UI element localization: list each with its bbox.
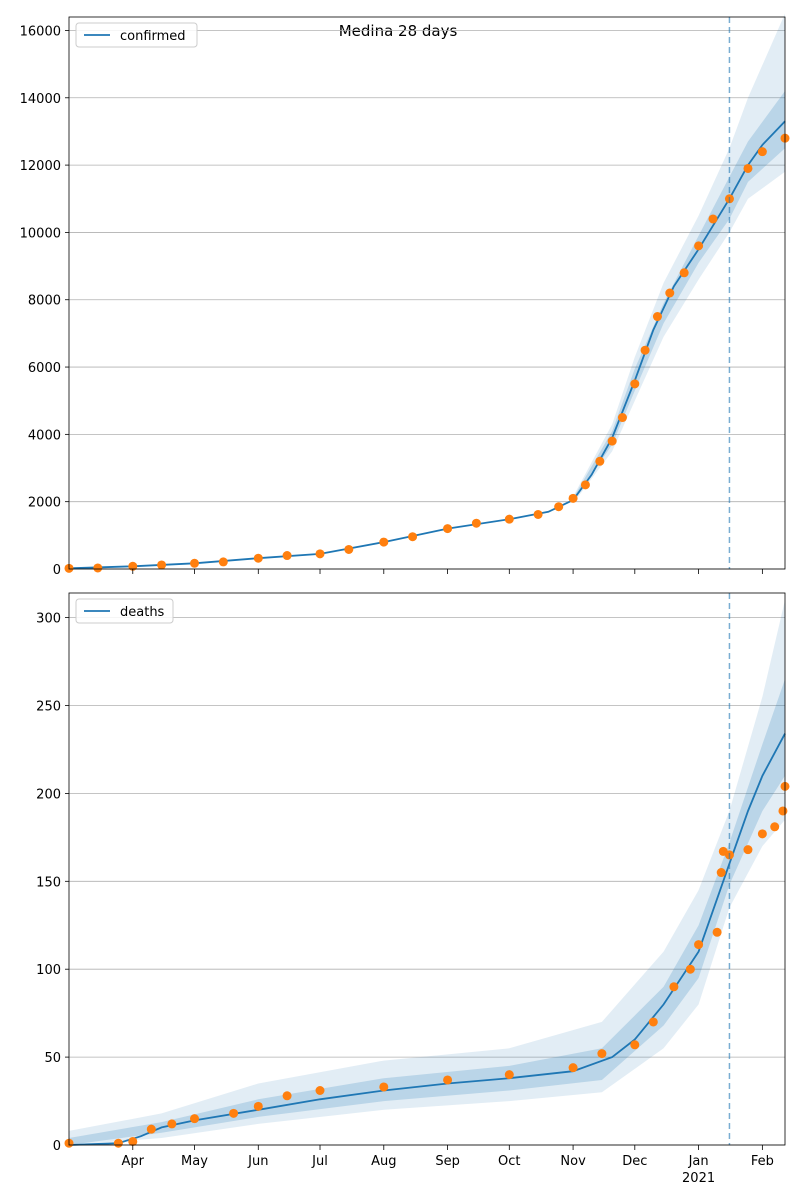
- observed-point: [504, 1070, 514, 1080]
- confirmed-panel: 0 2000 4000 6000 8000 10000 12000 14000 16000 con…: [20, 13, 790, 578]
- observed-point: [617, 413, 627, 423]
- y-tick-label: 8000: [28, 294, 61, 309]
- y-tick-label: 10000: [20, 226, 61, 241]
- observed-point: [533, 509, 543, 519]
- x-tick-label: Sep: [435, 1154, 460, 1169]
- observed-point: [443, 1075, 453, 1085]
- observed-point: [743, 163, 753, 173]
- observed-point: [685, 964, 695, 974]
- observed-point: [580, 480, 590, 490]
- x-tick-label: Aug: [371, 1154, 396, 1169]
- observed-point: [568, 1063, 578, 1073]
- x-tick-label: Feb: [751, 1154, 774, 1169]
- observed-point: [694, 241, 704, 251]
- y-tick-label: 4000: [28, 428, 61, 443]
- y-tick-label: 2000: [28, 496, 61, 511]
- legend-label: deaths: [120, 605, 165, 620]
- x-tick-label: Nov: [560, 1154, 586, 1169]
- observed-point: [778, 806, 788, 816]
- observed-point: [315, 549, 325, 559]
- observed-point: [679, 268, 689, 278]
- y-tick-label: 300: [36, 612, 61, 627]
- observed-point: [113, 1138, 123, 1148]
- observed-point: [648, 1017, 658, 1027]
- observed-point: [315, 1086, 325, 1096]
- x-tick-label: Dec: [622, 1154, 647, 1169]
- y-tick-label: 14000: [20, 92, 61, 107]
- observed-point: [597, 1049, 607, 1059]
- observed-point: [146, 1124, 156, 1134]
- deaths-panel: 0 50 100 150 200 250 300 deaths: [36, 592, 790, 1154]
- x-tick-label: Jan: [688, 1154, 709, 1169]
- observed-point: [167, 1119, 177, 1129]
- observed-point: [607, 436, 617, 446]
- y-tick-label: 250: [36, 700, 61, 715]
- model-series-line: [68, 120, 786, 570]
- observed-point: [504, 514, 514, 524]
- observed-point: [379, 1082, 389, 1092]
- plot-frame: [68, 16, 786, 570]
- x-tick-label: Apr: [122, 1154, 145, 1169]
- uncertainty-band-inner: [69, 679, 785, 1145]
- plot-frame: [68, 592, 786, 1146]
- observed-point: [443, 524, 453, 534]
- observed-point: [757, 829, 767, 839]
- x-tick-label: Oct: [498, 1154, 520, 1169]
- y-tick-label: 100: [36, 963, 61, 978]
- y-tick-label: 0: [53, 1139, 61, 1154]
- observed-point: [568, 493, 578, 503]
- y-tick-label: 150: [36, 875, 61, 890]
- legend-box: [75, 22, 198, 48]
- y-tick-label: 12000: [20, 159, 61, 174]
- observed-point: [282, 1091, 292, 1101]
- observed-point: [743, 845, 753, 855]
- y-tick-label: 50: [44, 1051, 61, 1066]
- observed-point: [708, 214, 718, 224]
- y-tick-label: 6000: [28, 361, 61, 376]
- observed-point: [770, 822, 780, 832]
- legend-box: [75, 598, 174, 624]
- x-tick-label: Jul: [311, 1154, 328, 1169]
- observed-point: [712, 927, 722, 937]
- y-tick-label: 200: [36, 787, 61, 802]
- observed-point: [253, 553, 263, 563]
- x-axis: Apr May Jun Jul Aug Sep Oct Nov Dec Jan Feb 2021: [122, 1154, 774, 1186]
- uncertainty-band-outer: [69, 600, 785, 1145]
- observed-point: [379, 537, 389, 547]
- observed-point: [253, 1101, 263, 1111]
- x-year-label: 2021: [682, 1171, 715, 1186]
- observed-point: [190, 558, 200, 568]
- observed-point: [694, 940, 704, 950]
- observed-point: [218, 557, 228, 567]
- chart-title: Medina 28 days: [339, 22, 458, 40]
- uncertainty-band-outer: [573, 13, 785, 504]
- observed-point: [128, 561, 138, 571]
- observed-point: [471, 518, 481, 528]
- observed-point: [408, 532, 418, 542]
- y-tick-label: 16000: [20, 24, 61, 39]
- observed-point: [229, 1108, 239, 1118]
- y-tick-label: 0: [53, 563, 61, 578]
- observed-point: [190, 1114, 200, 1124]
- x-tick-label: May: [181, 1154, 208, 1169]
- observed-point: [757, 147, 767, 157]
- observed-point: [652, 312, 662, 322]
- observed-point: [640, 345, 650, 355]
- observed-point: [595, 456, 605, 466]
- observed-point: [669, 982, 679, 992]
- observed-point: [630, 1040, 640, 1050]
- observed-point: [630, 379, 640, 389]
- observed-point: [157, 560, 167, 570]
- observed-point: [128, 1136, 138, 1146]
- x-tick-label: Jun: [247, 1154, 268, 1169]
- observed-point: [344, 544, 354, 554]
- observed-point: [282, 551, 292, 561]
- legend-label: confirmed: [120, 29, 186, 44]
- observed-point: [716, 868, 726, 878]
- observed-point: [665, 288, 675, 298]
- observed-point: [554, 502, 564, 512]
- observed-point: [93, 563, 103, 573]
